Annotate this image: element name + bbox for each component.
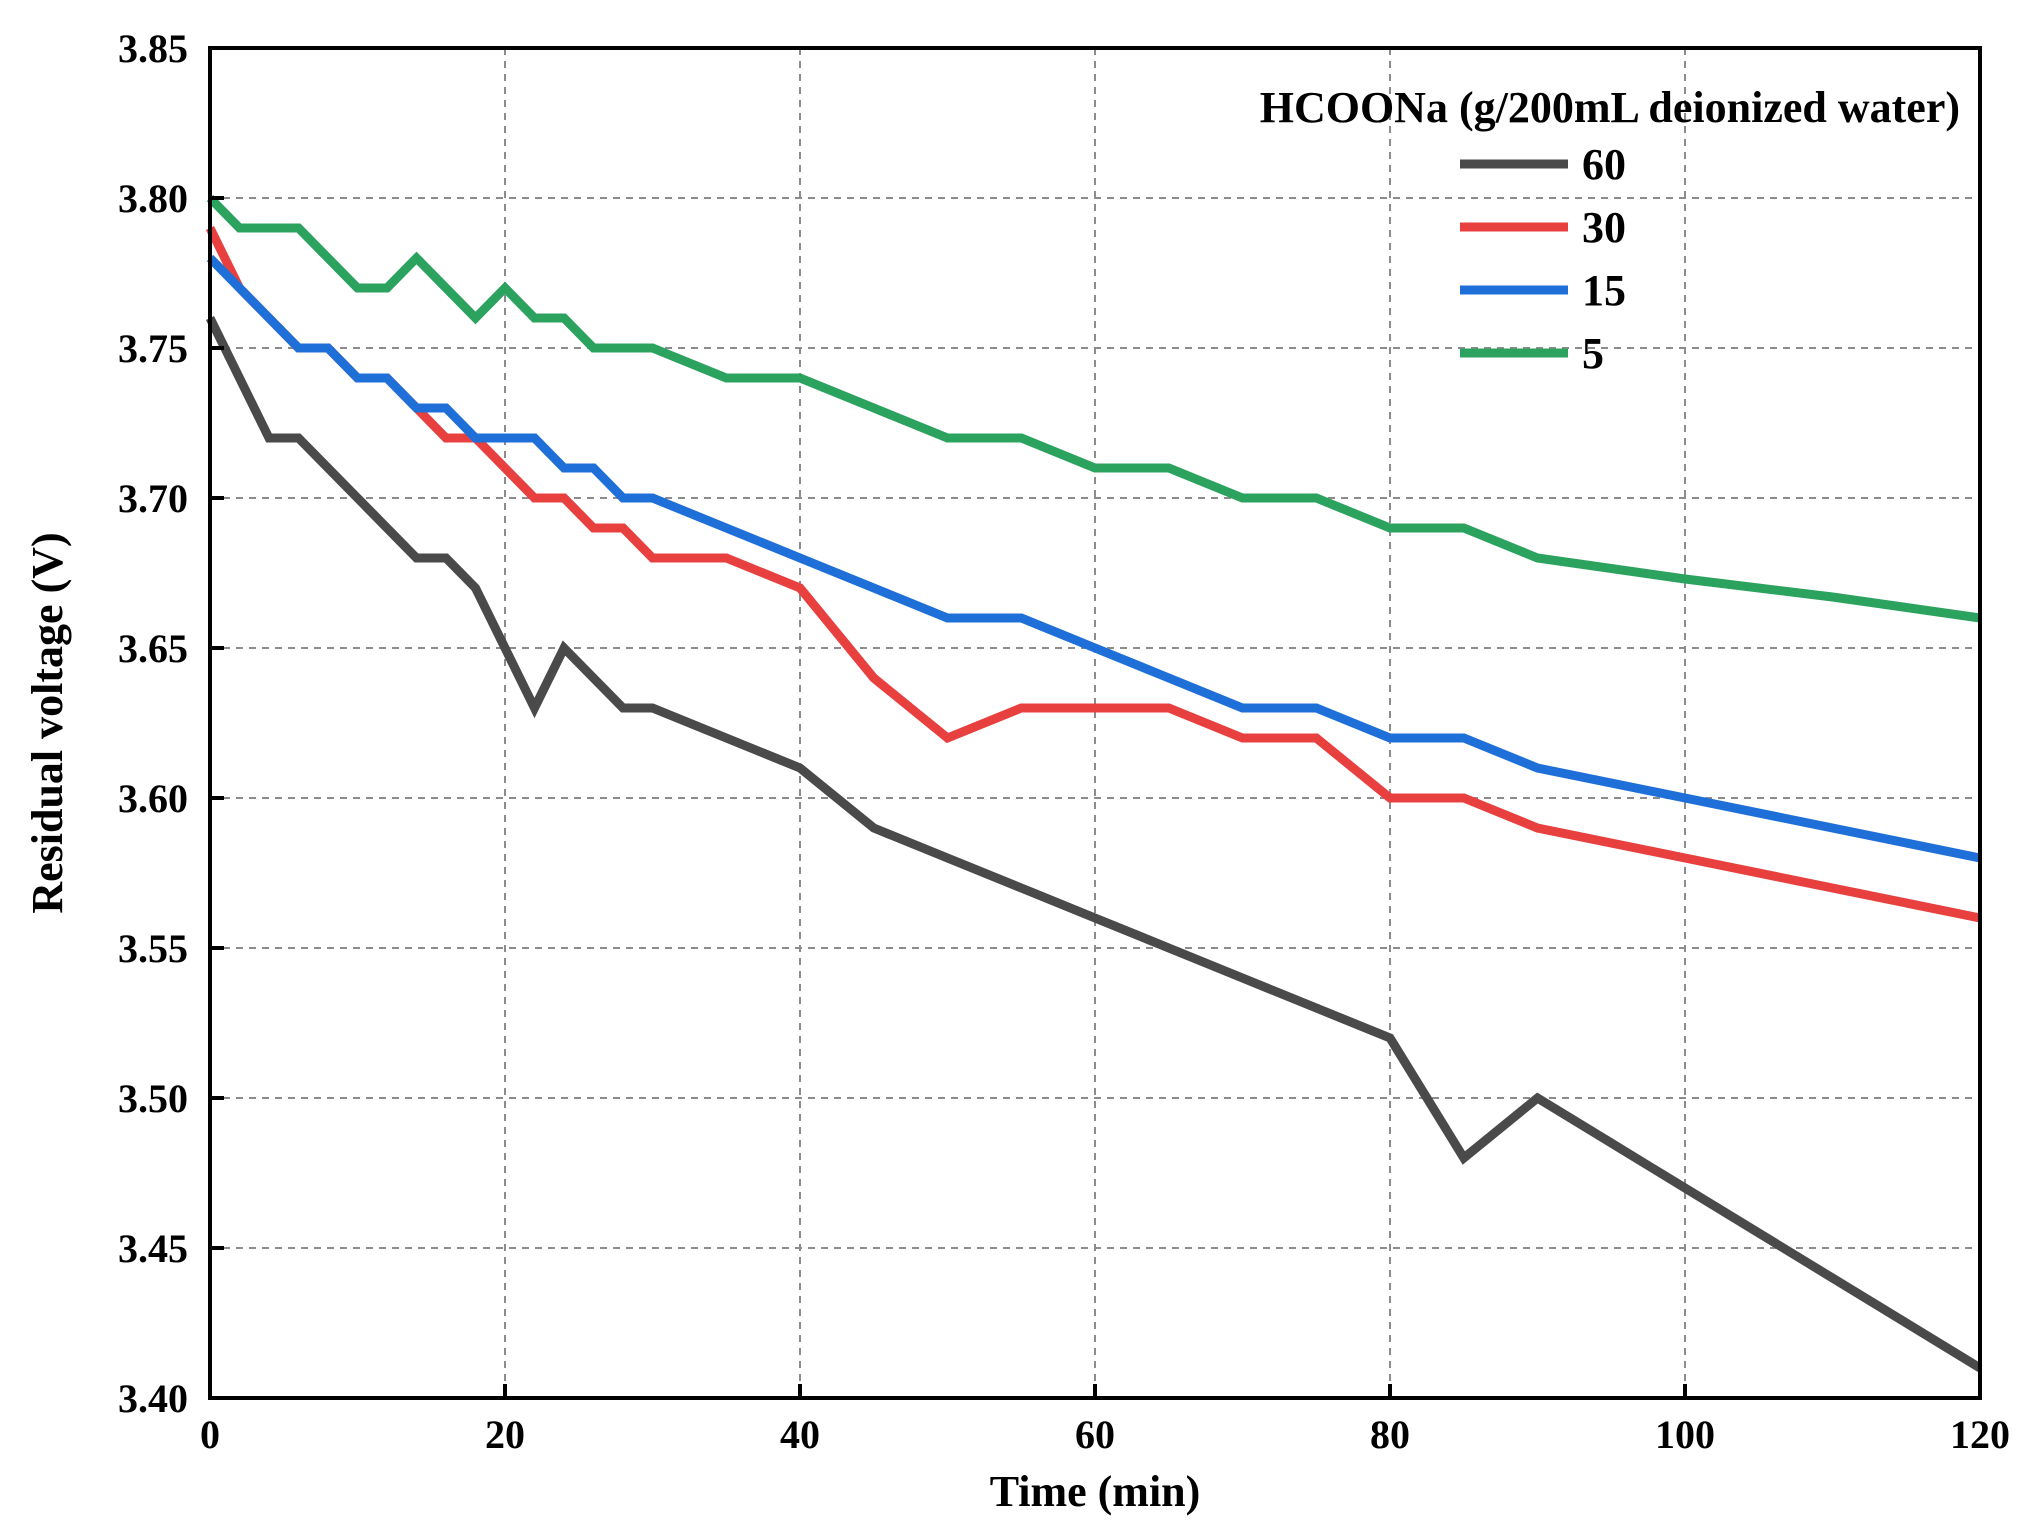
x-tick-label: 60 bbox=[1075, 1412, 1115, 1457]
legend: HCOONa (g/200mL deionized water) 60 30 15 5 bbox=[1260, 83, 1960, 378]
y-tick-label: 3.70 bbox=[118, 476, 188, 521]
y-tick-label: 3.55 bbox=[118, 926, 188, 971]
x-tick-label: 40 bbox=[780, 1412, 820, 1457]
y-tick-label: 3.60 bbox=[118, 776, 188, 821]
series-line-5 bbox=[206, 194, 1981, 623]
legend-label-60: 60 bbox=[1582, 140, 1626, 189]
series-line-60 bbox=[205, 316, 1983, 1372]
y-axis-title: Residual voltage (V) bbox=[23, 532, 72, 913]
series-lines bbox=[205, 194, 1983, 1372]
legend-title: HCOONa (g/200mL deionized water) bbox=[1260, 83, 1960, 132]
x-axis-tick-labels: 0 20 40 60 80 100 120 bbox=[200, 1412, 2010, 1457]
x-axis-title: Time (min) bbox=[990, 1467, 1201, 1516]
y-tick-label: 3.40 bbox=[118, 1376, 188, 1421]
x-tick-label: 80 bbox=[1370, 1412, 1410, 1457]
axis-ticks bbox=[208, 46, 1982, 1400]
legend-label-15: 15 bbox=[1582, 266, 1626, 315]
legend-label-5: 5 bbox=[1582, 329, 1604, 378]
y-tick-label: 3.80 bbox=[118, 176, 188, 221]
y-tick-label: 3.75 bbox=[118, 326, 188, 371]
y-tick-label: 3.65 bbox=[118, 626, 188, 671]
legend-label-30: 30 bbox=[1582, 203, 1626, 252]
legend-items: 60 30 15 5 bbox=[1460, 140, 1626, 378]
x-tick-label: 20 bbox=[485, 1412, 525, 1457]
y-tick-label: 3.45 bbox=[118, 1226, 188, 1271]
x-tick-label: 100 bbox=[1655, 1412, 1715, 1457]
x-tick-label: 120 bbox=[1950, 1412, 2010, 1457]
y-tick-label: 3.50 bbox=[118, 1076, 188, 1121]
y-tick-label: 3.85 bbox=[118, 26, 188, 71]
y-axis-tick-labels: 3.40 3.45 3.50 3.55 3.60 3.65 3.70 3.75 3.80 3.85 bbox=[118, 26, 188, 1421]
series-line-15 bbox=[206, 254, 1981, 863]
x-tick-label: 0 bbox=[200, 1412, 220, 1457]
